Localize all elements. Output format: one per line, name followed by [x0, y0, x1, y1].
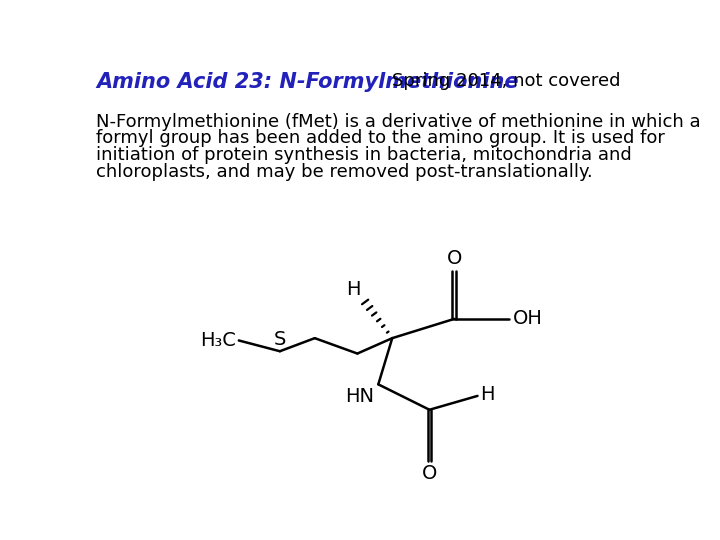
Text: H₃C: H₃C [200, 331, 235, 350]
Text: H: H [481, 385, 495, 404]
Text: Spring 2014, not covered: Spring 2014, not covered [392, 72, 621, 91]
Text: Amino Acid 23: N-Formylmethionine: Amino Acid 23: N-Formylmethionine [96, 72, 518, 92]
Text: S: S [274, 330, 286, 349]
Text: O: O [446, 249, 462, 268]
Text: OH: OH [513, 309, 543, 328]
Text: O: O [422, 464, 437, 483]
Text: initiation of protein synthesis in bacteria, mitochondria and: initiation of protein synthesis in bacte… [96, 146, 632, 164]
Text: chloroplasts, and may be removed post-translationally.: chloroplasts, and may be removed post-tr… [96, 164, 593, 181]
Text: HN: HN [345, 387, 374, 407]
Text: formyl group has been added to the amino group. It is used for: formyl group has been added to the amino… [96, 130, 665, 147]
Text: H: H [346, 280, 361, 299]
Text: N-Formylmethionine (fMet) is a derivative of methionine in which a: N-Formylmethionine (fMet) is a derivativ… [96, 112, 701, 131]
